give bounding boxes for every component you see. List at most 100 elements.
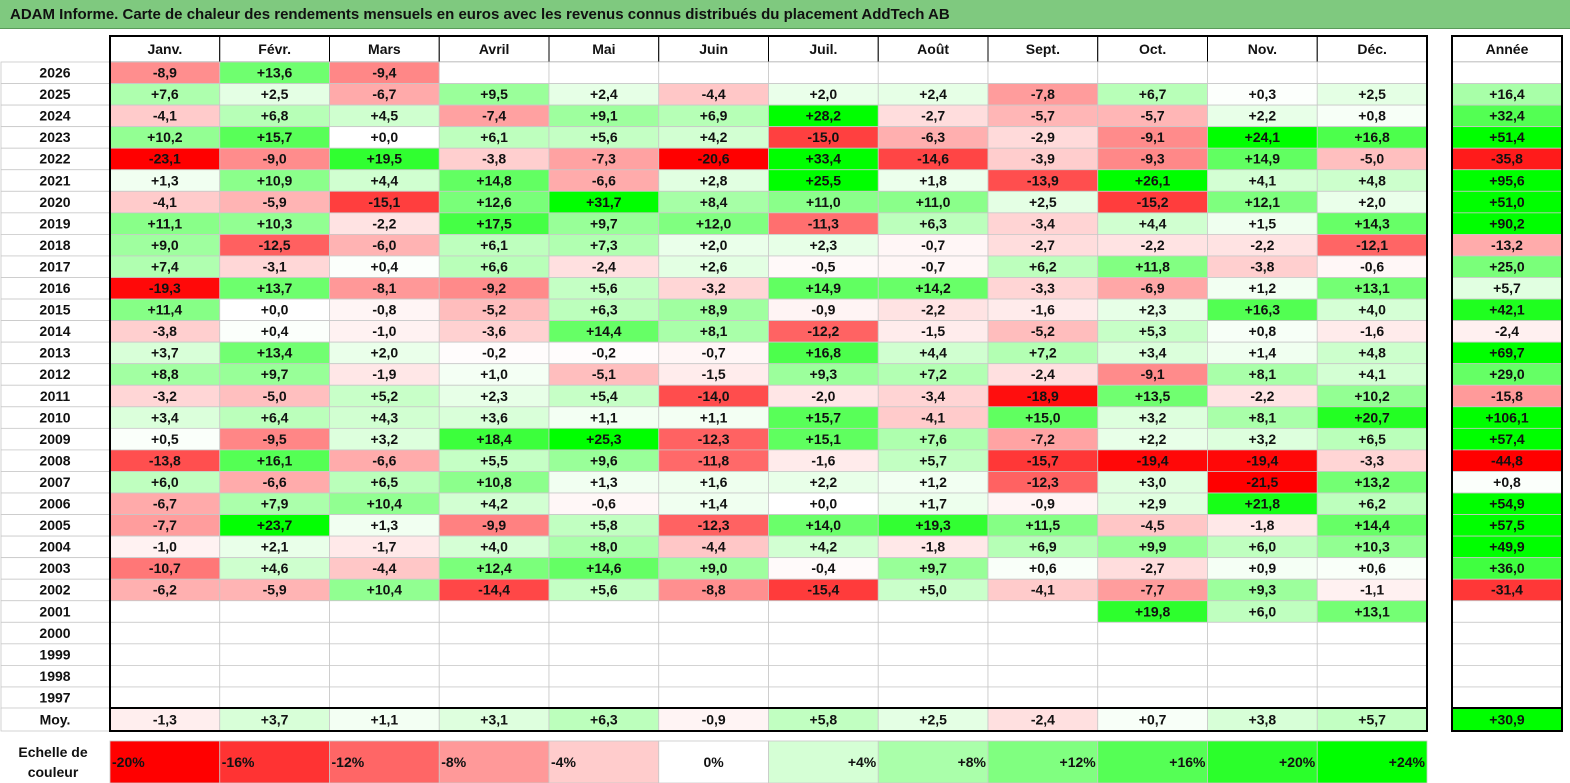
heatmap-cell	[548, 61, 660, 84]
annual-value: -35,8	[1491, 151, 1523, 167]
annual-value: +32,4	[1489, 108, 1525, 124]
cell-value: -9,3	[1141, 151, 1165, 167]
cell-value: -2,4	[592, 258, 616, 274]
cell-value: -15,4	[807, 582, 839, 598]
heatmap-cell	[1316, 643, 1428, 666]
cell-value: -2,0	[811, 388, 835, 404]
annual-cell	[1451, 621, 1563, 645]
cell-value: +10,2	[1354, 388, 1390, 404]
annual-value: -2,4	[1495, 323, 1519, 339]
scale-swatch	[877, 740, 989, 783]
cell-value: +6,4	[261, 409, 289, 425]
cell-value: +9,0	[151, 237, 179, 253]
heatmap-cell	[109, 665, 221, 688]
cell-value: +14,2	[915, 280, 951, 296]
cell-value: +12,6	[476, 194, 512, 210]
scale-swatch	[219, 740, 330, 783]
cell-value: +16,1	[257, 452, 293, 468]
cell-value: +3,2	[1249, 431, 1277, 447]
cell-value: +0,8	[1358, 108, 1386, 124]
cell-value: +4,4	[371, 172, 399, 188]
cell-value: +9,1	[590, 108, 618, 124]
cell-value: -2,2	[372, 215, 396, 231]
cell-value: -1,6	[811, 452, 835, 468]
cell-value: -1,0	[372, 323, 396, 339]
cell-value: -4,4	[702, 86, 726, 102]
heatmap-cell	[877, 600, 989, 623]
cell-value: +4,5	[371, 108, 399, 124]
heatmap-cell	[987, 643, 1099, 666]
year-label: 2013	[39, 345, 70, 361]
cell-value: +0,0	[371, 129, 399, 145]
cell-value: +14,9	[1245, 151, 1281, 167]
cell-value: -12,3	[1027, 474, 1059, 490]
annual-value: +5,7	[1493, 280, 1521, 296]
cell-value: -9,9	[482, 517, 506, 533]
cell-value: -19,3	[149, 280, 181, 296]
heatmap-cell	[877, 643, 989, 666]
cell-value: -3,8	[1250, 258, 1274, 274]
heatmap-cell	[1207, 665, 1318, 688]
cell-value: +4,4	[919, 345, 947, 361]
cell-value: -0,6	[592, 496, 616, 512]
cell-value: +1,4	[1249, 345, 1277, 361]
scale-stop-label: 0%	[704, 754, 725, 770]
annual-cell	[1451, 61, 1563, 84]
annual-cell	[1451, 686, 1563, 709]
annual-value: +51,0	[1489, 194, 1525, 210]
cell-value: +1,3	[151, 172, 179, 188]
cell-value: +2,5	[261, 86, 289, 102]
cell-value: +0,6	[1358, 560, 1386, 576]
cell-value: +7,3	[590, 237, 618, 253]
cell-value: +2,3	[810, 237, 838, 253]
cell-value: -3,8	[153, 323, 177, 339]
cell-value: +5,6	[590, 129, 618, 145]
year-label: 2011	[40, 388, 71, 404]
heatmap-cell	[329, 665, 440, 688]
cell-value: -6,7	[372, 86, 396, 102]
average-value: +3,1	[480, 712, 508, 728]
cell-value: +25,5	[806, 172, 842, 188]
cell-value: +13,7	[257, 280, 293, 296]
cell-value: +23,7	[257, 517, 293, 533]
cell-value: +6,3	[919, 215, 947, 231]
cell-value: +4,3	[371, 409, 399, 425]
heatmap-cell	[987, 600, 1099, 623]
average-value: +3,7	[261, 712, 289, 728]
annual-value: +36,0	[1489, 560, 1525, 576]
heatmap-cell	[1207, 643, 1318, 666]
cell-value: +5,4	[590, 388, 618, 404]
cell-value: +2,9	[1139, 496, 1167, 512]
cell-value: -4,1	[153, 108, 177, 124]
cell-value: +4,2	[810, 539, 838, 555]
month-header-cell	[987, 35, 1099, 63]
cell-value: -6,3	[921, 129, 945, 145]
cell-value: +1,7	[919, 496, 947, 512]
cell-value: +3,7	[151, 345, 179, 361]
cell-value: +2,0	[371, 345, 399, 361]
cell-value: +2,5	[1029, 194, 1057, 210]
heatmap-cell	[987, 686, 1099, 709]
heatmap-cell	[1207, 686, 1318, 709]
heatmap-cell	[987, 61, 1099, 84]
cell-value: -12,3	[698, 431, 730, 447]
cell-value: -15,7	[1027, 452, 1059, 468]
scale-stop-label: +4%	[848, 754, 877, 770]
cell-value: -6,0	[372, 237, 396, 253]
year-label: 2012	[39, 366, 70, 382]
cell-value: -11,8	[698, 452, 729, 468]
cell-value: +2,0	[810, 86, 838, 102]
cell-value: +17,5	[476, 215, 512, 231]
cell-value: +8,4	[700, 194, 728, 210]
cell-value: -0,9	[811, 302, 835, 318]
annual-cell	[1451, 665, 1563, 688]
cell-value: -7,3	[592, 151, 616, 167]
cell-value: -1,9	[372, 366, 396, 382]
month-header-label: Oct.	[1139, 41, 1166, 57]
cell-value: -19,4	[1246, 452, 1278, 468]
cell-value: +2,3	[480, 388, 508, 404]
cell-value: +33,4	[806, 151, 842, 167]
cell-value: +6,9	[700, 108, 728, 124]
scale-swatch	[1207, 740, 1318, 783]
cell-value: +10,9	[257, 172, 293, 188]
